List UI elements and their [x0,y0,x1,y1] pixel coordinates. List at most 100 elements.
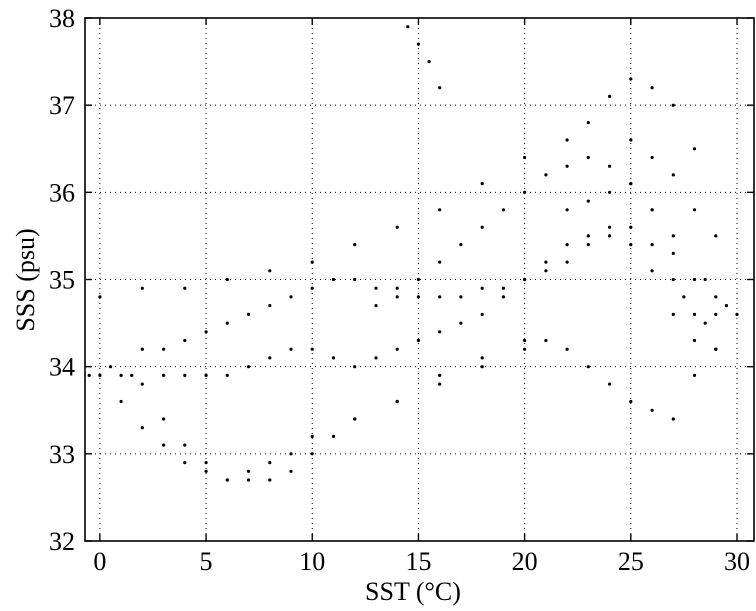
y-tick-label: 34 [49,353,75,382]
data-point [565,208,569,212]
data-point [204,469,208,473]
data-point [140,382,144,386]
data-point [289,452,293,456]
data-point [671,103,675,107]
data-point [353,243,357,247]
data-point [268,356,272,360]
y-tick-label: 35 [49,266,75,295]
data-point [586,365,590,369]
data-point [544,260,548,264]
x-tick-label: 20 [512,547,538,576]
data-point [565,138,569,142]
data-point [183,338,187,343]
data-point [162,443,166,447]
data-point [523,347,527,351]
data-point [565,164,569,168]
data-point [724,304,729,308]
data-point [703,277,707,282]
data-point [586,199,590,203]
data-point [692,147,697,151]
x-tick-label: 25 [618,547,644,576]
data-point [523,277,527,282]
y-tick-label: 33 [49,440,75,469]
data-point [650,408,654,412]
data-point [183,461,187,465]
axis-ticks [85,17,754,542]
data-point [395,347,399,351]
data-point [225,478,229,482]
data-point [395,295,399,299]
data-point [703,321,707,325]
data-point [650,269,654,273]
data-point [374,356,378,360]
y-axis-label: SSS (psu) [11,228,40,331]
data-point [119,399,123,404]
data-point [650,243,654,247]
data-point [108,365,113,369]
data-point [544,338,548,343]
data-point [501,286,505,290]
data-point [246,312,251,316]
data-point [671,277,675,282]
data-point [438,373,442,377]
x-tick-labels: 0 5 10 15 20 25 30 [93,547,750,576]
data-point [459,243,463,247]
data-point [395,286,399,290]
data-point [331,356,336,360]
data-point [427,60,431,64]
data-point [395,225,399,229]
data-point [650,155,654,160]
data-point [416,42,420,46]
data-point [608,164,612,168]
data-point [480,312,484,316]
data-point [629,182,633,186]
data-point [310,286,314,290]
data-point [310,452,314,456]
data-point [671,251,675,255]
data-point [714,347,718,351]
data-point [608,225,612,229]
data-point [119,373,123,377]
data-point [353,417,357,421]
data-point [310,434,314,438]
data-point [353,277,357,282]
data-point [735,312,739,316]
data-point [289,295,293,299]
data-point [183,373,187,377]
data-point [682,295,686,299]
x-tick-label: 30 [724,547,750,576]
data-point [501,208,505,212]
data-point [310,347,314,351]
data-point [692,338,697,343]
data-point [416,277,420,282]
data-point [438,295,442,299]
data-point [374,304,378,308]
x-tick-label: 0 [93,547,106,576]
data-point [650,208,654,212]
x-tick-label: 15 [405,547,431,576]
data-point [629,138,633,142]
data-point [438,208,442,212]
data-point [406,25,410,29]
data-point [544,269,548,273]
data-point [204,373,208,377]
data-point [225,277,229,282]
data-point [438,330,442,334]
data-point [608,382,612,386]
data-point [586,234,590,238]
data-point [629,225,633,229]
data-point [268,269,272,273]
data-point [162,347,166,351]
data-point [692,373,697,377]
y-tick-label: 32 [49,527,75,556]
data-point [246,469,251,473]
data-point [565,243,569,247]
data-point [692,277,697,282]
data-points [87,25,739,482]
data-point [671,312,675,316]
x-axis-label: SST (°C) [365,577,461,606]
data-point [523,155,527,160]
data-point [353,365,357,369]
data-point [98,373,102,377]
